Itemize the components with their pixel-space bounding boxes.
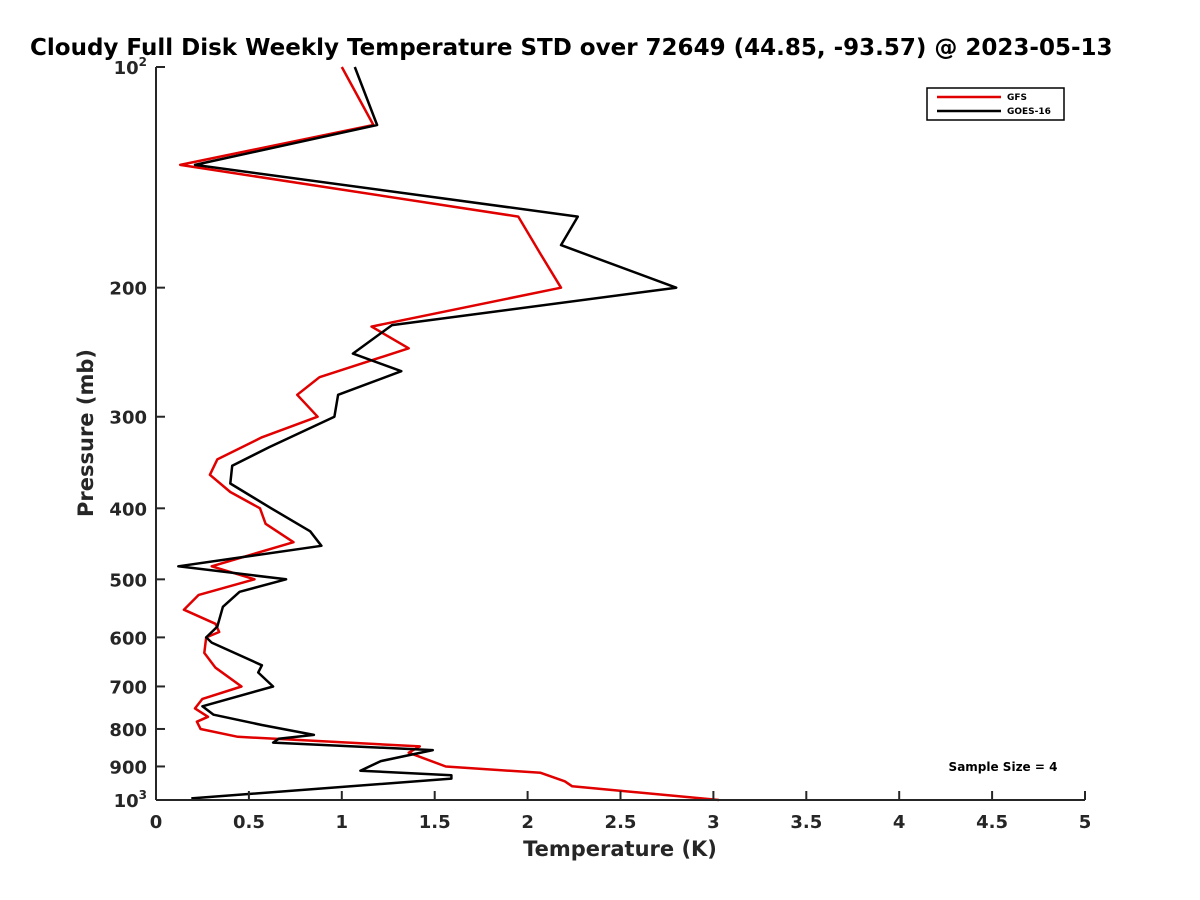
x-tick-label: 3.5 bbox=[790, 812, 822, 833]
y-tick-label: 103 bbox=[114, 788, 147, 812]
axes-layer: 0 0.5 1 1.5 2 2.5 3 3.5 4 4.5 5 102 200 300 400 500 600 7… bbox=[109, 55, 1091, 833]
legend-label-gfs: GFS bbox=[1007, 93, 1027, 103]
x-tick-label: 1 bbox=[336, 812, 349, 833]
x-tick-label: 5 bbox=[1079, 812, 1092, 833]
x-tick-label: 0 bbox=[150, 812, 163, 833]
legend-box bbox=[926, 87, 1065, 121]
y-tick-label: 800 bbox=[109, 720, 147, 741]
series-layer bbox=[177, 66, 720, 802]
y-tick-label: 102 bbox=[114, 55, 147, 79]
x-axis-label: Temperature (K) bbox=[523, 837, 717, 861]
x-tick-label: 4 bbox=[893, 812, 906, 833]
x-tick-label: 2.5 bbox=[605, 812, 637, 833]
x-tick-label: 0.5 bbox=[233, 812, 265, 833]
y-tick-label: 500 bbox=[109, 570, 147, 591]
x-tick-label: 1.5 bbox=[419, 812, 451, 833]
series-line-gfs bbox=[178, 66, 720, 802]
y-tick-label: 600 bbox=[109, 628, 147, 649]
y-tick-label: 300 bbox=[109, 408, 147, 429]
y-axis-label: Pressure (mb) bbox=[74, 349, 98, 517]
legend: GFS GOES-16 bbox=[926, 87, 1065, 121]
sample-size-annotation: Sample Size = 4 bbox=[949, 760, 1058, 774]
y-tick-label: 400 bbox=[109, 499, 147, 520]
x-tick-label: 2 bbox=[521, 812, 534, 833]
y-tick-label: 900 bbox=[109, 757, 147, 778]
y-tick-label: 200 bbox=[109, 279, 147, 300]
x-tick-label: 4.5 bbox=[976, 812, 1008, 833]
x-tick-label: 3 bbox=[707, 812, 720, 833]
y-tick-label: 700 bbox=[109, 677, 147, 698]
chart-title: Cloudy Full Disk Weekly Temperature STD … bbox=[30, 35, 1113, 61]
legend-label-goes-16: GOES-16 bbox=[1007, 107, 1051, 117]
series-line-goes-16 bbox=[177, 66, 678, 800]
